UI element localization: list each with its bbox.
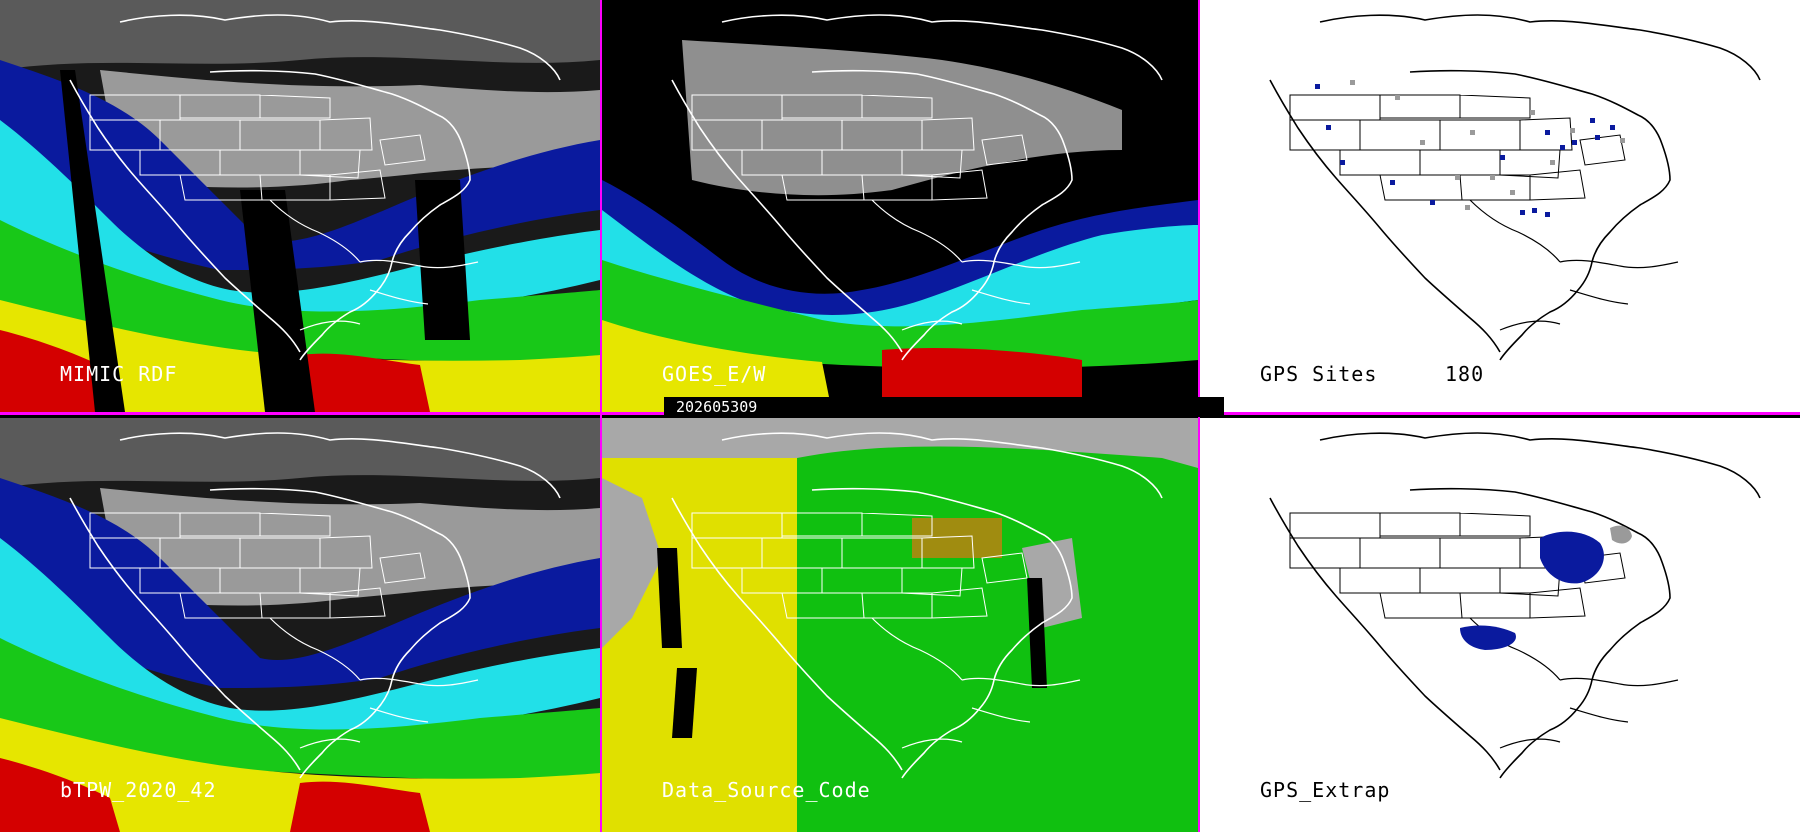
gps-extrap-map xyxy=(1200,418,1800,832)
gps-site-markers xyxy=(1315,84,1615,217)
gps-sites-count: 180 xyxy=(1445,362,1485,386)
dsc-label: Data_Source_Code xyxy=(662,778,871,802)
goes-panel: GOES_E/W xyxy=(602,0,1198,412)
divider-vertical-left xyxy=(600,0,602,832)
btpw-label: bTPW_2020_42 xyxy=(60,778,217,802)
gps-site-markers-gray xyxy=(1350,80,1625,210)
mimic-rdf-panel: MIMIC RDF xyxy=(0,0,600,412)
mimic-rdf-map xyxy=(0,0,600,412)
gps-sites-label: GPS Sites xyxy=(1260,362,1378,386)
extrap-region-northeast xyxy=(1540,531,1604,584)
mimic-rdf-label: MIMIC RDF xyxy=(60,362,178,386)
gps-extrap-panel: GPS_Extrap xyxy=(1200,418,1800,832)
timestamp-bar: 202605309 xyxy=(664,397,1224,417)
btpw-map xyxy=(0,418,600,832)
extrap-region-gray xyxy=(1610,525,1632,544)
dsc-map xyxy=(602,418,1198,832)
goes-map xyxy=(602,0,1198,412)
btpw-panel: bTPW_2020_42 xyxy=(0,418,600,832)
gps-sites-map xyxy=(1200,0,1800,412)
goes-label: GOES_E/W xyxy=(662,362,767,386)
gps-extrap-label: GPS_Extrap xyxy=(1260,778,1391,802)
gps-sites-panel: GPS Sites 180 xyxy=(1200,0,1800,412)
dsc-panel: Data_Source_Code xyxy=(602,418,1198,832)
extrap-region-gulf xyxy=(1460,625,1516,650)
